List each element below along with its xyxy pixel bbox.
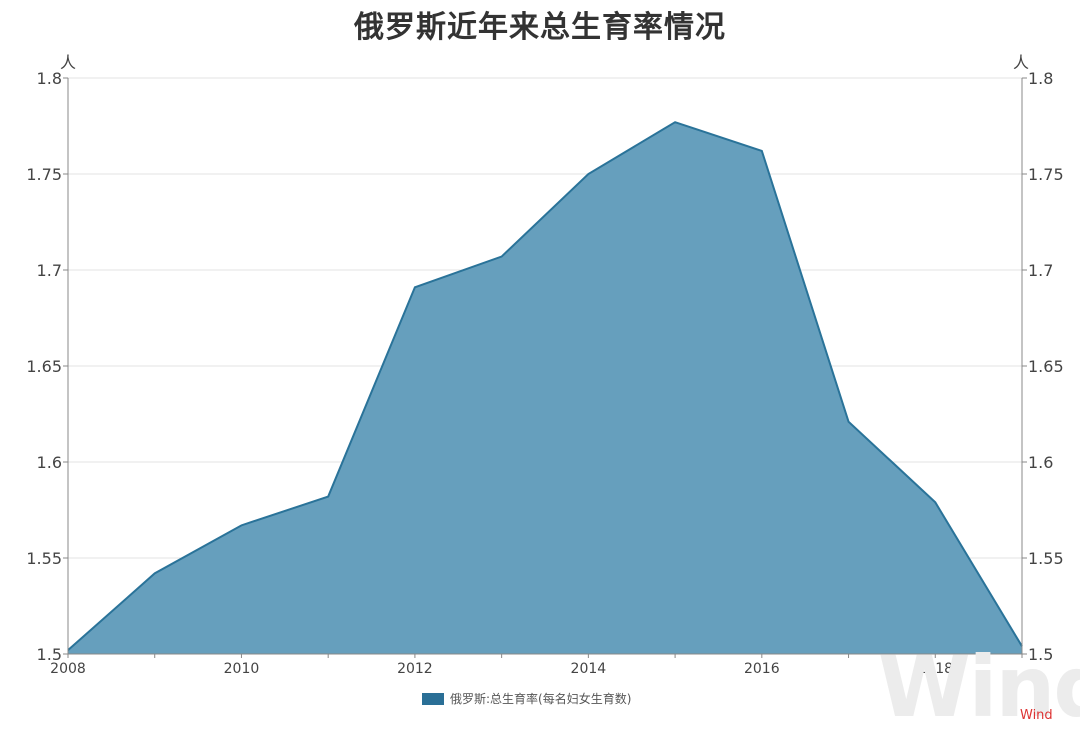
- area-fill: [68, 122, 1022, 654]
- y-tick-label-left: 1.7: [37, 261, 62, 280]
- chart-title: 俄罗斯近年来总生育率情况: [0, 2, 1080, 46]
- y-tick-label-right: 1.8: [1028, 69, 1053, 88]
- y-tick-label-left: 1.8: [37, 69, 62, 88]
- x-tick-label: 2008: [50, 661, 86, 677]
- y-tick-label-left: 1.6: [37, 453, 62, 472]
- source-label: Wind: [1020, 708, 1053, 723]
- y-tick-label-right: 1.65: [1028, 357, 1064, 376]
- x-tick-label: 2010: [224, 661, 260, 677]
- y-tick-label-right: 1.7: [1028, 261, 1053, 280]
- area-series: [68, 122, 1022, 654]
- x-tick-label: 2014: [571, 661, 607, 677]
- x-tick-label: 2012: [397, 661, 433, 677]
- legend-swatch: [422, 693, 444, 705]
- left-y-unit: 人: [60, 49, 76, 73]
- y-tick-label-left: 1.75: [26, 165, 62, 184]
- right-y-unit: 人: [1013, 49, 1029, 73]
- legend-label: 俄罗斯:总生育率(每名妇女生育数): [450, 690, 631, 707]
- y-tick-label-right: 1.55: [1028, 549, 1064, 568]
- y-tick-label-right: 1.75: [1028, 165, 1064, 184]
- y-tick-label-right: 1.6: [1028, 453, 1053, 472]
- y-tick-label-left: 1.65: [26, 357, 62, 376]
- y-tick-label-left: 1.55: [26, 549, 62, 568]
- legend[interactable]: 俄罗斯:总生育率(每名妇女生育数): [422, 690, 631, 707]
- x-tick-label: 2016: [744, 661, 780, 677]
